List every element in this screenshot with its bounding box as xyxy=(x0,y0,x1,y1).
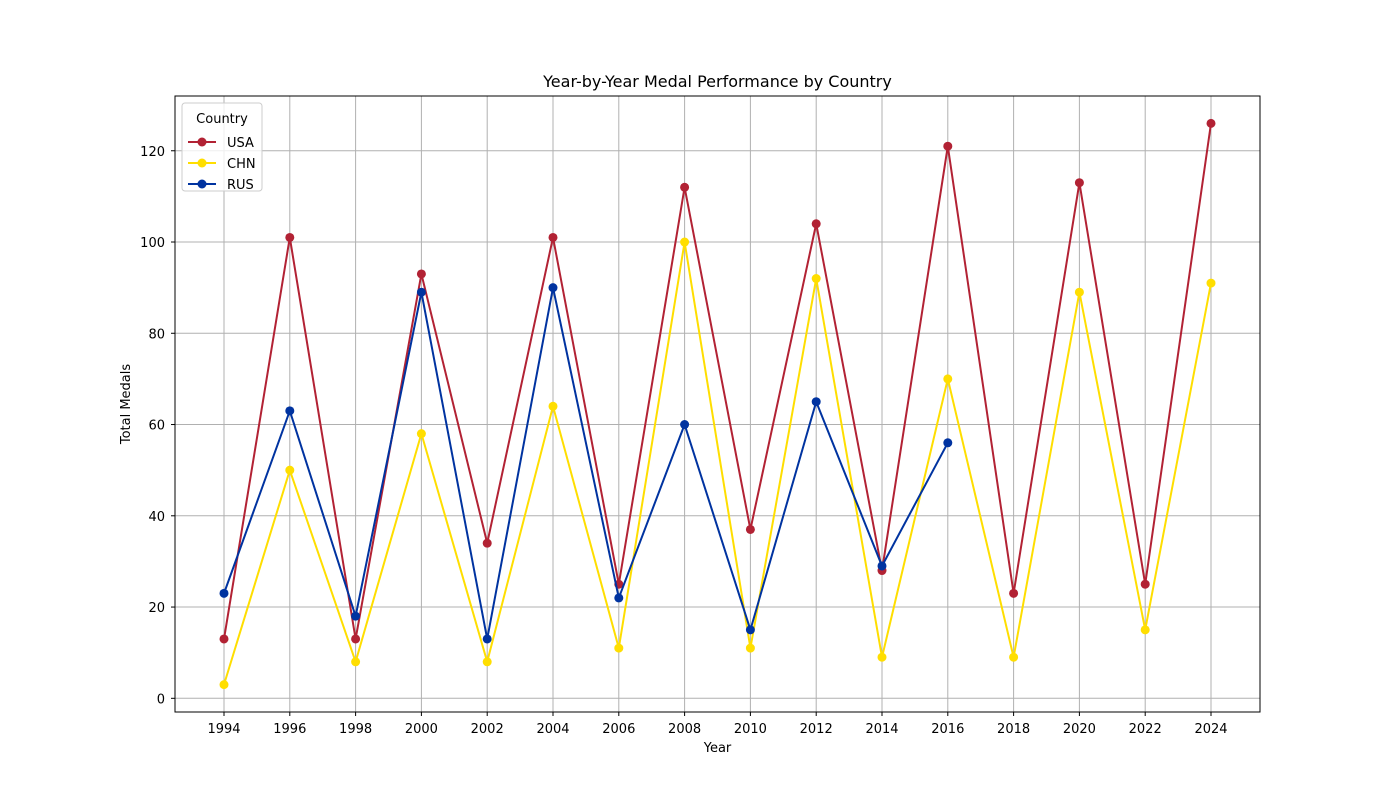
data-point-chn xyxy=(1206,278,1216,288)
data-point-usa xyxy=(680,182,690,192)
data-point-chn xyxy=(416,429,426,439)
data-point-usa xyxy=(1206,118,1216,128)
x-tick-label: 2002 xyxy=(471,722,504,737)
data-point-chn xyxy=(482,657,492,667)
x-tick-label: 2000 xyxy=(405,722,438,737)
y-tick-label: 0 xyxy=(157,692,165,707)
data-point-chn xyxy=(877,652,887,662)
series-rus xyxy=(219,283,953,644)
series-usa xyxy=(219,118,1216,644)
data-point-rus xyxy=(285,406,295,416)
x-tick-label: 2014 xyxy=(865,722,898,737)
data-point-usa xyxy=(745,524,755,534)
legend-label: USA xyxy=(227,136,254,151)
x-tick-label: 1998 xyxy=(339,722,372,737)
data-point-rus xyxy=(416,287,426,297)
data-point-usa xyxy=(351,634,361,644)
x-tick-label: 1994 xyxy=(207,722,240,737)
legend-items: USA CHN RUS xyxy=(188,136,256,193)
data-point-rus xyxy=(943,438,953,448)
y-tick-label: 40 xyxy=(148,510,165,525)
data-point-chn xyxy=(680,237,690,247)
series-line-rus xyxy=(223,286,949,640)
data-point-rus xyxy=(219,588,229,598)
legend: Country USA CHN RUS xyxy=(181,102,263,193)
data-point-chn xyxy=(1140,625,1150,635)
y-axis-label: Total Medals xyxy=(119,364,134,446)
chart-title: Year-by-Year Medal Performance by Countr… xyxy=(542,72,892,91)
data-point-usa xyxy=(943,141,953,151)
data-point-chn xyxy=(614,643,624,653)
data-point-usa xyxy=(1140,579,1150,589)
legend-item-rus: RUS xyxy=(188,178,254,193)
y-tick-label: 80 xyxy=(148,327,165,342)
data-point-rus xyxy=(614,593,624,603)
x-tick-label: 2020 xyxy=(1063,722,1096,737)
data-point-usa xyxy=(285,232,295,242)
data-point-chn xyxy=(548,401,558,411)
data-point-usa xyxy=(416,269,426,279)
data-point-usa xyxy=(1009,588,1019,598)
data-point-chn xyxy=(285,465,295,475)
data-point-chn xyxy=(351,657,361,667)
legend-swatch-marker xyxy=(197,137,207,147)
data-point-rus xyxy=(877,561,887,571)
x-tick-label: 1996 xyxy=(273,722,306,737)
data-point-chn xyxy=(1074,287,1084,297)
data-point-chn xyxy=(745,643,755,653)
data-point-chn xyxy=(811,274,821,284)
x-tick-label: 2012 xyxy=(800,722,833,737)
data-point-rus xyxy=(680,420,690,430)
data-point-usa xyxy=(219,634,229,644)
data-point-usa xyxy=(548,232,558,242)
y-tick-label: 100 xyxy=(140,236,165,251)
data-point-usa xyxy=(811,219,821,229)
legend-box xyxy=(181,102,263,192)
plot-frame xyxy=(174,95,1261,713)
x-tick-label: 2024 xyxy=(1194,722,1227,737)
y-tick-label: 60 xyxy=(148,419,165,434)
y-axis: 0 20 40 60 80 100 120 xyxy=(140,145,175,707)
grid xyxy=(175,96,1260,712)
data-point-rus xyxy=(351,611,361,621)
data-point-rus xyxy=(548,283,558,293)
data-point-usa xyxy=(482,538,492,548)
data-point-chn xyxy=(1009,652,1019,662)
legend-item-usa: USA xyxy=(188,136,254,151)
y-tick-label: 120 xyxy=(140,145,165,160)
x-axis-label: Year xyxy=(703,741,732,756)
legend-title: Country xyxy=(196,112,248,127)
series-chn xyxy=(219,237,1216,690)
x-tick-label: 2018 xyxy=(997,722,1030,737)
legend-label: CHN xyxy=(227,157,256,172)
x-tick-label: 2010 xyxy=(734,722,767,737)
legend-swatch-marker xyxy=(197,179,207,189)
x-tick-label: 2022 xyxy=(1129,722,1162,737)
series-layer xyxy=(219,118,1216,690)
series-line-chn xyxy=(223,241,1212,685)
x-tick-label: 2006 xyxy=(602,722,635,737)
data-point-chn xyxy=(943,374,953,384)
data-point-rus xyxy=(482,634,492,644)
data-point-chn xyxy=(219,680,229,690)
data-point-rus xyxy=(811,397,821,407)
legend-swatch-marker xyxy=(197,158,207,168)
x-tick-label: 2008 xyxy=(668,722,701,737)
x-tick-label: 2016 xyxy=(931,722,964,737)
data-point-usa xyxy=(1074,178,1084,188)
x-axis: 1994 1996 1998 2000 2002 2004 2006 2008 2010 2012… xyxy=(207,712,1228,737)
legend-item-chn: CHN xyxy=(188,157,256,172)
data-point-rus xyxy=(745,625,755,635)
x-tick-label: 2004 xyxy=(536,722,569,737)
legend-label: RUS xyxy=(227,178,254,193)
y-tick-label: 20 xyxy=(148,601,165,616)
